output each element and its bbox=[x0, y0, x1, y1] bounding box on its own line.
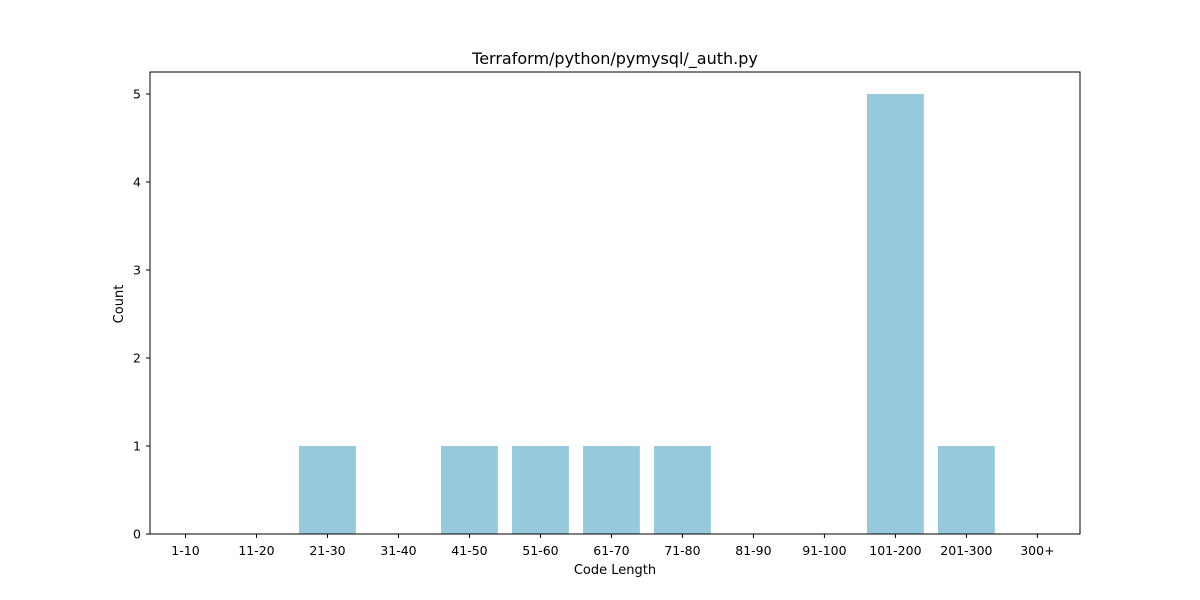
bar-201-300 bbox=[938, 446, 995, 534]
x-tick-label: 61-70 bbox=[593, 543, 629, 558]
x-tick-label: 81-90 bbox=[735, 543, 771, 558]
bar-21-30 bbox=[299, 446, 356, 534]
x-axis-label: Code Length bbox=[574, 563, 656, 578]
x-tick-label: 101-200 bbox=[869, 543, 921, 558]
chart-title: Terraform/python/pymysql/_auth.py bbox=[471, 49, 758, 69]
x-tick-label: 300+ bbox=[1020, 543, 1054, 558]
x-tick-label: 51-60 bbox=[522, 543, 558, 558]
x-tick-label: 21-30 bbox=[309, 543, 345, 558]
bar-71-80 bbox=[654, 446, 711, 534]
bar-61-70 bbox=[583, 446, 640, 534]
y-tick-label: 0 bbox=[133, 527, 141, 542]
x-tick-label: 31-40 bbox=[380, 543, 416, 558]
y-tick-label: 1 bbox=[133, 439, 141, 454]
x-tick-label: 41-50 bbox=[451, 543, 487, 558]
x-tick-label: 91-100 bbox=[802, 543, 846, 558]
y-tick-label: 3 bbox=[133, 263, 141, 278]
y-axis-ticks: 0 1 2 3 4 5 bbox=[133, 87, 150, 542]
y-tick-label: 5 bbox=[133, 87, 141, 102]
bar-51-60 bbox=[512, 446, 569, 534]
y-axis-label: Count bbox=[112, 285, 127, 324]
bar-41-50 bbox=[441, 446, 498, 534]
x-tick-label: 201-300 bbox=[940, 543, 992, 558]
x-axis-ticks: 1-10 11-20 21-30 31-40 41-50 51-60 61-70 71-80 8… bbox=[171, 534, 1055, 558]
x-tick-label: 1-10 bbox=[171, 543, 199, 558]
bar-101-200 bbox=[867, 94, 924, 534]
bars-group bbox=[299, 94, 995, 534]
y-tick-label: 4 bbox=[133, 175, 141, 190]
x-tick-label: 11-20 bbox=[238, 543, 274, 558]
x-tick-label: 71-80 bbox=[664, 543, 700, 558]
plot-area-frame bbox=[149, 71, 1081, 535]
y-tick-label: 2 bbox=[133, 351, 141, 366]
